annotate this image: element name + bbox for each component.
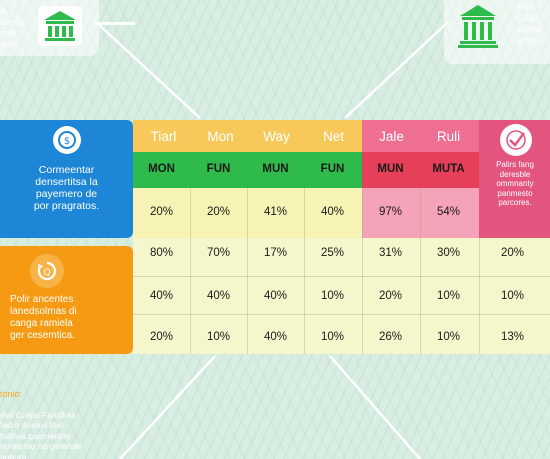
column-header: Tiarl — [150, 129, 177, 144]
table-cell: 97% — [378, 206, 403, 218]
table-cell: 17% — [263, 247, 288, 259]
table-cell: 40% — [206, 290, 231, 302]
piggy-bank-icon: $ — [53, 126, 81, 154]
orange-panel-text: Polir ancentes lanedsolmas di canga rami… — [10, 294, 77, 341]
table-cell: 20% — [378, 290, 403, 302]
column-header: Net — [322, 129, 344, 144]
column-subheader: MUN — [262, 163, 289, 175]
column-header: Jale — [379, 129, 404, 144]
bottom-note-text: dial Colipa Famillies fadre damos thel f… — [0, 409, 83, 459]
table-cell: 20% — [500, 247, 525, 259]
table-cell: 10% — [320, 331, 345, 343]
subheader-band-green — [133, 152, 362, 188]
column-subheader: FUN — [206, 163, 231, 175]
table-cell: 10% — [436, 290, 461, 302]
table-cell: 10% — [500, 290, 525, 302]
column-header: Ruli — [436, 129, 461, 144]
top-left-card-text: ia famila sole quet — [0, 6, 25, 49]
table-cell: 54% — [436, 206, 461, 218]
table-cell: 10% — [436, 331, 461, 343]
table-cell: 40% — [263, 290, 288, 302]
subheader-band-red — [362, 152, 479, 188]
top-right-card-text: Rola CS6S eontor group — [517, 2, 543, 45]
svg-text:Q: Q — [43, 268, 50, 278]
column-subheader: MON — [148, 163, 175, 175]
table-cell: 20% — [149, 206, 174, 218]
table-cell: 26% — [378, 331, 403, 343]
svg-text:$: $ — [64, 136, 70, 147]
table-cell: 40% — [263, 331, 288, 343]
table-cell: 41% — [263, 206, 288, 218]
right-note-text: Palirs fang deresble ommnanty panmesto p… — [496, 160, 534, 207]
connector-line — [95, 22, 135, 25]
table-cell: 10% — [320, 290, 345, 302]
table-cell: 20% — [206, 206, 231, 218]
table-cell: 10% — [206, 331, 231, 343]
orange-panel: Q Polir ancentes lanedsolmas di canga ra… — [0, 246, 133, 354]
refresh-icon: Q — [30, 254, 64, 288]
bottom-note-title: tonio: — [0, 388, 23, 399]
bank-icon — [38, 6, 82, 46]
bottom-note: tonio: dial Colipa Famillies fadre damos… — [0, 378, 108, 459]
table-cell: 40% — [149, 290, 174, 302]
column-header: Way — [263, 129, 290, 144]
table-cell: 25% — [320, 247, 345, 259]
check-icon — [500, 124, 532, 156]
table-cell: 13% — [500, 331, 525, 343]
table-cell: 40% — [320, 206, 345, 218]
column-subheader: FUN — [320, 163, 345, 175]
table-cell: 31% — [378, 247, 403, 259]
bank-icon — [458, 5, 498, 48]
column-header: Mon — [207, 129, 234, 144]
table-cell: 70% — [206, 247, 231, 259]
column-subheader: MUN — [377, 163, 404, 175]
table-body — [133, 238, 550, 354]
column-subheader: MUTA — [432, 163, 465, 175]
table-cell: 80% — [149, 247, 174, 259]
table-cell: 20% — [149, 331, 174, 343]
blue-panel-text: Cormeentar densertitsa la payemero de po… — [33, 164, 100, 212]
top-right-card — [444, 0, 550, 64]
blue-panel: $ Cormeentar densertitsa la payemero de … — [0, 120, 133, 238]
table-cell: 30% — [436, 247, 461, 259]
